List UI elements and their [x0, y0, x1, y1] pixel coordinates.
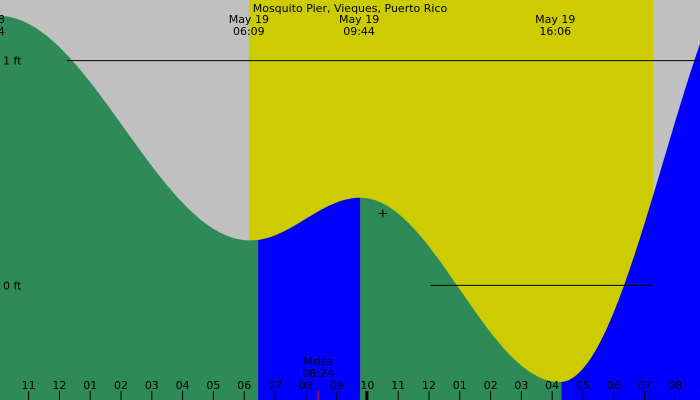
water-area-4 [561, 43, 700, 400]
water-area-2 [258, 197, 361, 400]
hour-tick-label: 01 [453, 379, 467, 392]
hour-tick-label: 05 [206, 379, 220, 392]
hour-tick-label: 08 [299, 379, 313, 392]
hour-tick-label: 06 [607, 379, 621, 392]
water-area-3 [360, 197, 562, 400]
chart-title: Mosquito Pier, Vieques, Puerto Rico [253, 2, 448, 15]
hour-tick-label: 11 [391, 379, 405, 392]
event-date-label: May 19 [339, 13, 379, 26]
hour-tick-label: 05 [576, 379, 590, 392]
event-time-label: 06:09 [233, 25, 265, 38]
event-time-label: 09:44 [343, 25, 375, 38]
event-date-label: May 19 [229, 13, 269, 26]
hour-tick-label: 08 [668, 379, 682, 392]
moon-event-label: Mrise [303, 355, 333, 368]
hour-tick-label: 02 [114, 379, 128, 392]
current-marker [378, 209, 387, 218]
hour-tick-label: 07 [268, 379, 282, 392]
hour-tick-label: 09 [330, 379, 344, 392]
hour-tick-label: 02 [484, 379, 498, 392]
hour-tick-label: 03 [145, 379, 159, 392]
hour-tick-label: 12 [52, 379, 66, 392]
hour-tick-label: 03 [514, 379, 528, 392]
water-area-1 [0, 15, 259, 400]
hour-tick-label: 11 [22, 379, 36, 392]
moon-event-time: 08:24 [302, 367, 334, 380]
hour-tick-label: 01 [83, 379, 97, 392]
event-time-label: 54 [0, 25, 5, 38]
hour-tick-label: 04 [545, 379, 559, 392]
event-time-label: 16:06 [539, 25, 571, 38]
hour-tick-label: 06 [237, 379, 251, 392]
hour-tick-label: 12 [422, 379, 436, 392]
event-date-label: May 19 [535, 13, 575, 26]
hour-tick-label: 04 [176, 379, 190, 392]
y-tick-label: 1 ft [3, 55, 22, 68]
hour-tick-label: 07 [638, 379, 652, 392]
y-tick-label: 0 ft [3, 279, 22, 292]
event-date-label: 18 [0, 13, 5, 26]
hour-tick-label: 10 [360, 379, 374, 392]
